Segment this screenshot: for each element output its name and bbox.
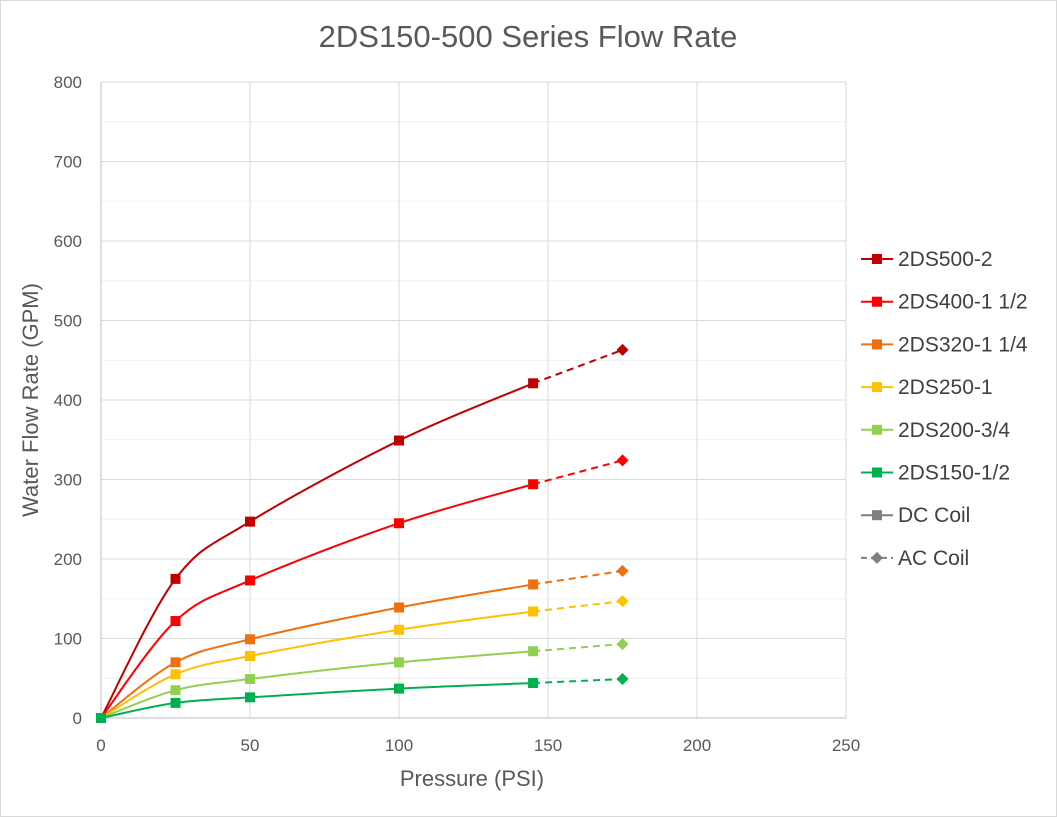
dc-data-point — [245, 650, 255, 661]
x-tick-label: 200 — [683, 736, 711, 755]
dc-data-point — [170, 616, 181, 627]
legend-marker — [872, 254, 882, 264]
dc-data-point — [528, 606, 539, 617]
ac-series-line — [533, 643, 623, 653]
series-2ds200-3-4 — [96, 638, 629, 723]
y-tick-label: 0 — [73, 709, 82, 728]
dc-series-line — [100, 382, 534, 719]
dc-data-point — [96, 713, 106, 723]
legend-label: 2DS150-1/2 — [898, 462, 1010, 485]
x-axis-title: Pressure (PSI) — [400, 766, 544, 791]
ac-data-point — [616, 454, 629, 467]
y-axis-ticks: 0 100 200 300 400 500 600 700 800 — [54, 73, 82, 728]
legend-marker — [872, 339, 882, 350]
legend-label: 2DS200-3/4 — [898, 419, 1010, 442]
dc-data-point — [394, 657, 404, 668]
dc-data-point — [528, 378, 539, 389]
ac-series-line — [532, 348, 623, 385]
y-tick-label: 200 — [54, 550, 82, 569]
ac-series-line — [532, 459, 623, 486]
series-layer — [96, 343, 629, 723]
ac-data-point — [616, 673, 629, 686]
legend-label: 2DS320-1 1/4 — [898, 333, 1028, 356]
legend-label: 2DS400-1 1/2 — [898, 291, 1028, 314]
grid-lines — [100, 81, 847, 719]
legend-label: AC Coil — [898, 547, 969, 570]
y-tick-label: 800 — [54, 73, 82, 92]
legend-item: 2DS400-1 1/2 — [861, 291, 1028, 314]
legend-marker — [872, 296, 882, 307]
legend-item: 2DS200-3/4 — [861, 419, 1010, 442]
y-tick-label: 300 — [54, 471, 82, 490]
dc-data-point — [170, 697, 181, 708]
legend-item: 2DS500-2 — [861, 248, 993, 271]
y-tick-label: 400 — [54, 391, 82, 410]
y-axis-title: Water Flow Rate (GPM) — [18, 283, 43, 517]
dc-data-point — [245, 575, 255, 586]
dc-data-point — [170, 669, 181, 680]
ac-data-point — [616, 638, 629, 651]
legend-item: 2DS320-1 1/4 — [861, 333, 1028, 356]
legend-item: DC Coil — [861, 504, 970, 527]
legend-label: 2DS250-1 — [898, 376, 993, 399]
dc-series-line — [100, 650, 534, 719]
series-2ds150-1-2 — [96, 673, 629, 723]
legend-item: AC Coil — [861, 547, 969, 570]
dc-data-point — [528, 646, 539, 657]
ac-series-line — [532, 569, 623, 586]
dc-series-line — [100, 682, 534, 719]
dc-data-point — [394, 624, 404, 635]
ac-series-line — [532, 600, 623, 613]
x-tick-label: 0 — [96, 736, 105, 755]
ac-data-point — [616, 343, 629, 356]
y-tick-label: 700 — [54, 153, 82, 172]
dc-data-point — [394, 683, 404, 694]
dc-data-point — [245, 516, 255, 527]
series-2ds400-1-1-2 — [96, 454, 629, 723]
dc-data-point — [170, 657, 181, 668]
legend-marker — [872, 510, 882, 521]
legend-marker — [872, 424, 882, 435]
x-tick-label: 250 — [832, 736, 860, 755]
y-tick-label: 600 — [54, 232, 82, 251]
x-tick-label: 150 — [534, 736, 562, 755]
dc-data-point — [245, 634, 255, 645]
dc-data-point — [394, 435, 404, 446]
dc-series-line — [100, 610, 534, 719]
legend-marker — [872, 382, 882, 393]
dc-data-point — [394, 518, 404, 529]
dc-data-point — [394, 602, 404, 613]
dc-data-point — [528, 479, 539, 490]
y-tick-label: 100 — [54, 630, 82, 649]
dc-data-point — [528, 678, 539, 689]
dc-data-point — [170, 685, 181, 696]
dc-data-point — [528, 579, 539, 590]
x-tick-label: 100 — [385, 736, 413, 755]
y-tick-label: 500 — [54, 312, 82, 331]
dc-data-point — [245, 692, 255, 703]
chart-title: 2DS150-500 Series Flow Rate — [319, 19, 738, 54]
ac-data-point — [616, 564, 629, 577]
dc-data-point — [170, 573, 181, 584]
legend-label: 2DS500-2 — [898, 248, 993, 271]
dc-series-line — [100, 583, 534, 719]
legend-item: 2DS250-1 — [861, 376, 993, 399]
legend: 2DS500-2 2DS400-1 1/2 2DS320-1 1/4 2DS250-1… — [861, 248, 1028, 570]
x-axis-ticks: 0 50 100 150 200 250 — [96, 736, 860, 755]
dc-data-point — [245, 674, 255, 685]
legend-label: DC Coil — [898, 504, 970, 527]
x-tick-label: 50 — [241, 736, 260, 755]
legend-item: 2DS150-1/2 — [861, 462, 1010, 485]
ac-series-line — [533, 678, 623, 685]
legend-marker — [871, 551, 883, 564]
ac-data-point — [616, 595, 629, 608]
legend-marker — [872, 467, 882, 478]
